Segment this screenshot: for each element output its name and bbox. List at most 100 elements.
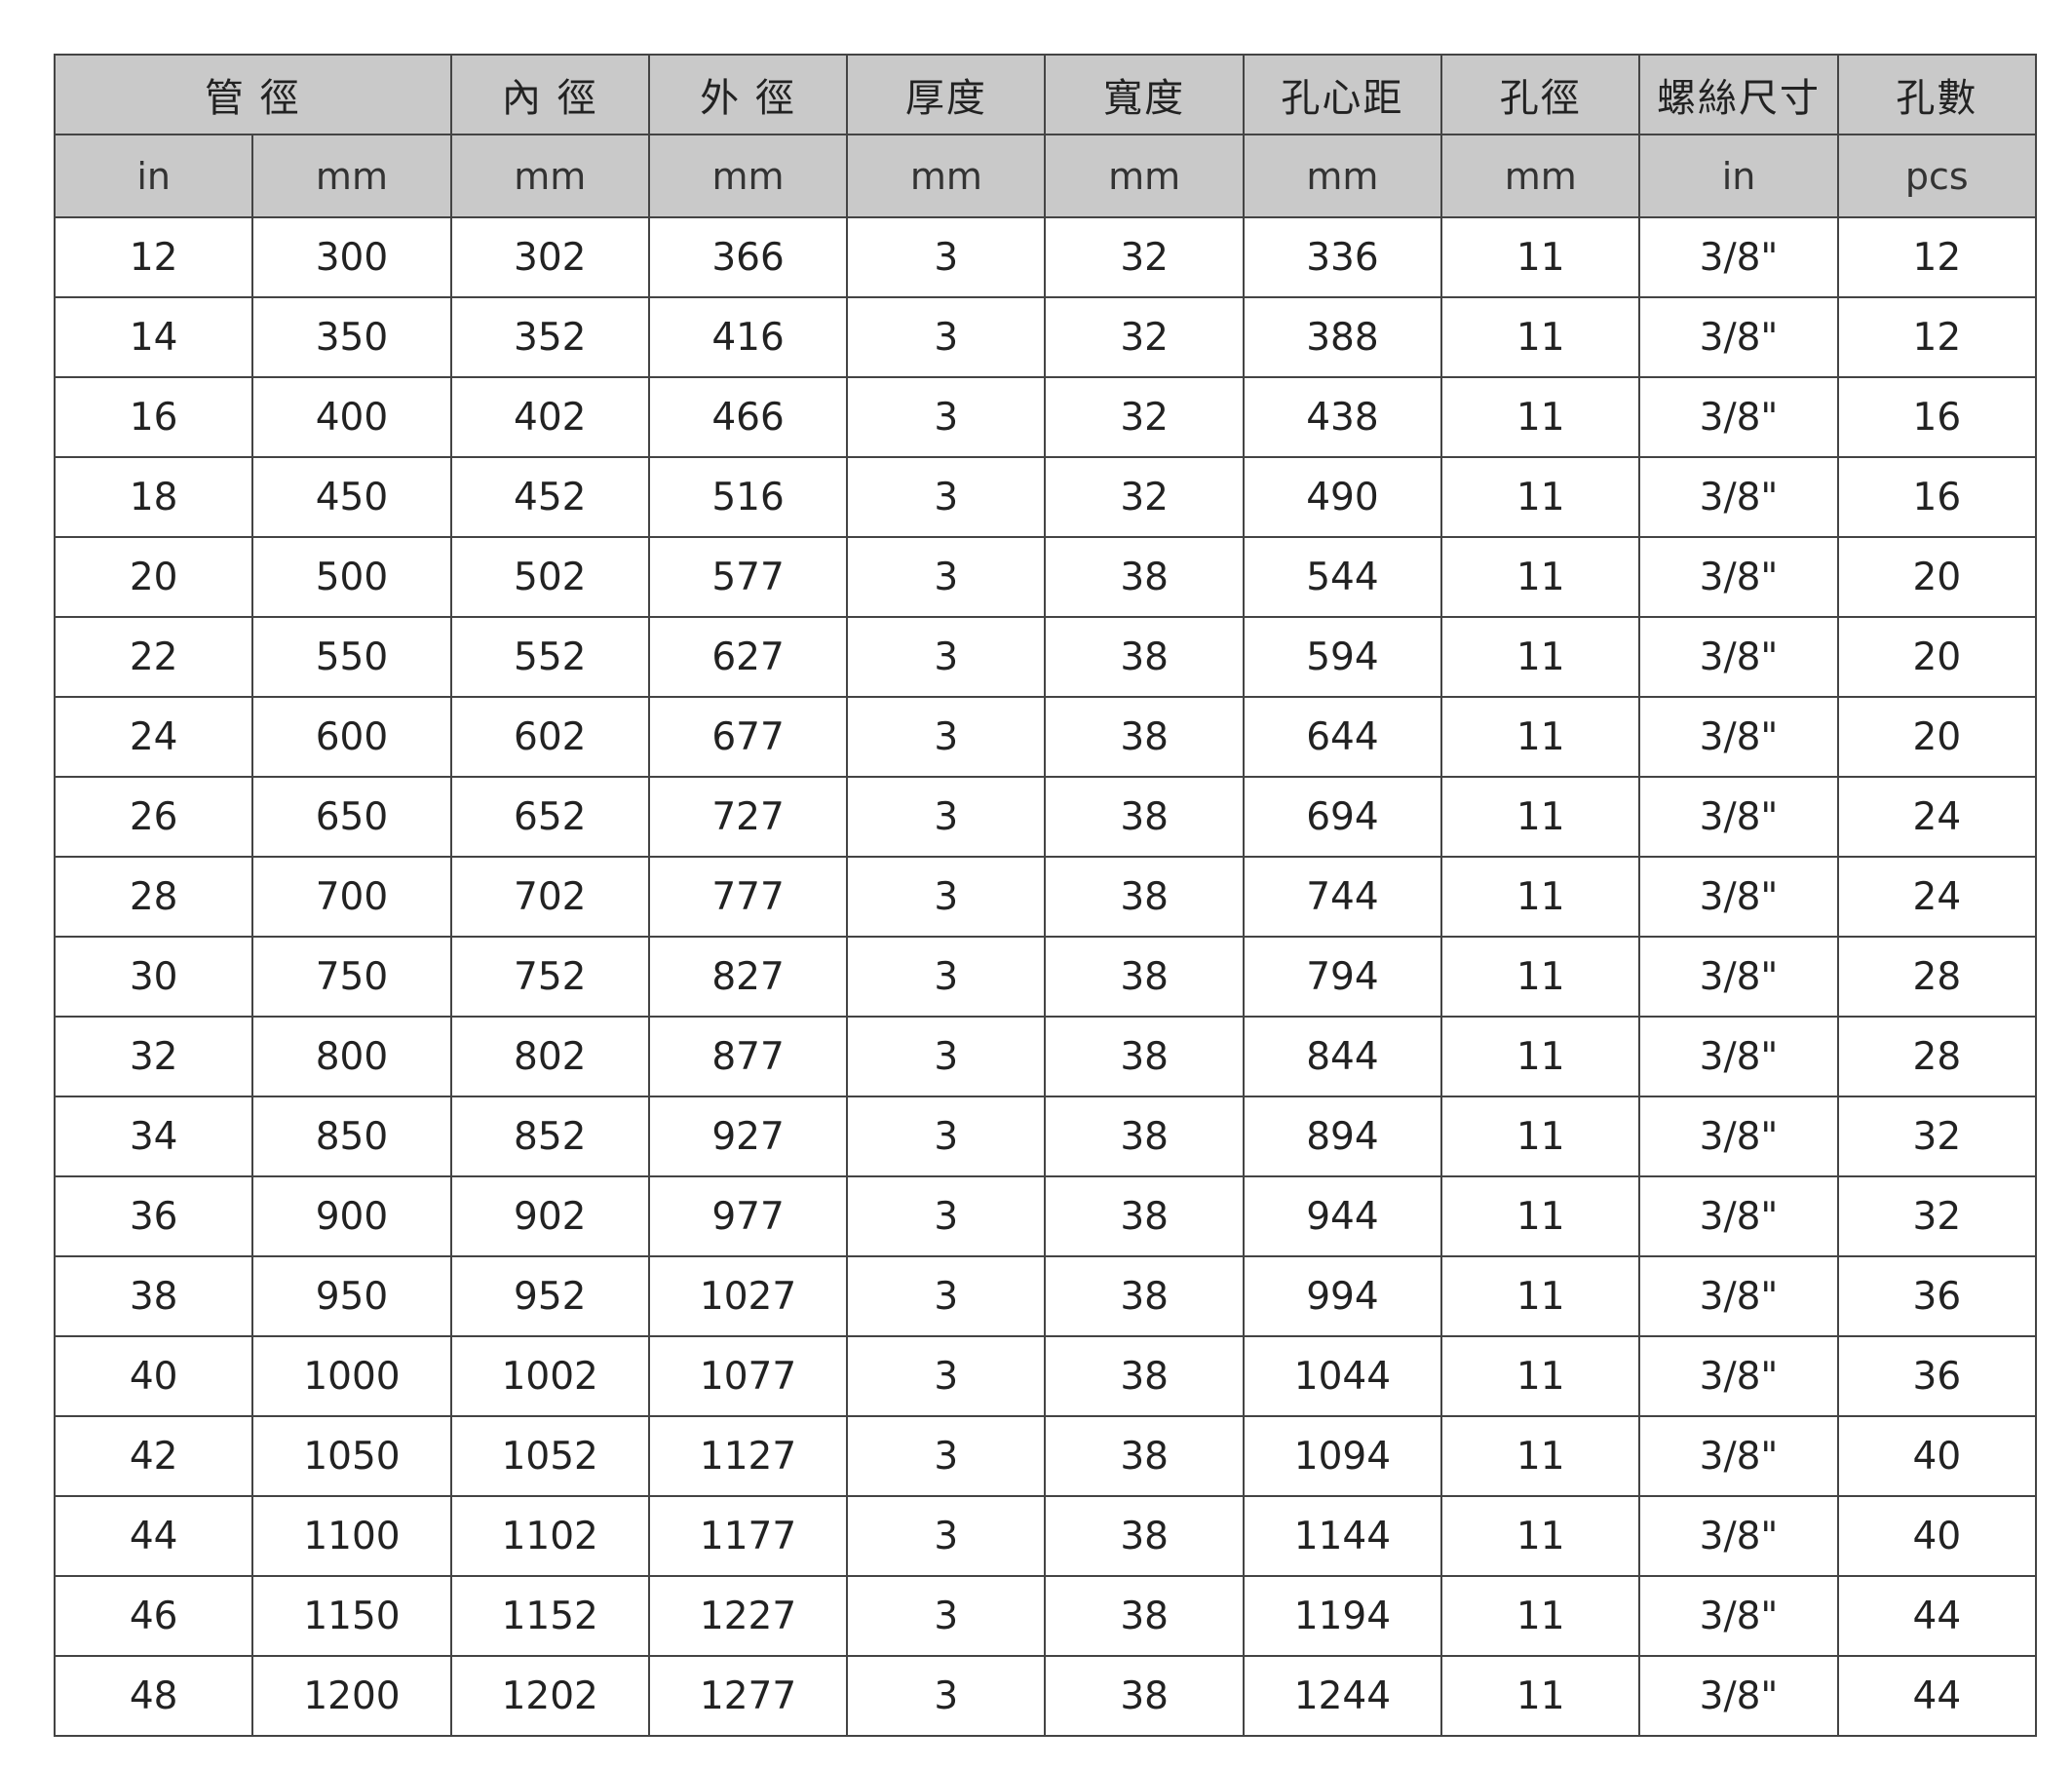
table-cell: 750: [251, 936, 452, 1018]
table-cell: 644: [1242, 696, 1443, 778]
table-cell: 12: [53, 216, 254, 298]
table-cell: 3/8": [1638, 376, 1839, 458]
table-cell: 3: [846, 1096, 1047, 1177]
table-cell: 38: [1044, 536, 1245, 618]
unit-cell: in: [53, 134, 254, 218]
header-hole-diameter: 孔徑: [1440, 54, 1641, 135]
table-cell: 3/8": [1638, 856, 1839, 938]
header-outer-diameter: 外 徑: [647, 54, 849, 135]
header-group-row: 管 徑 內 徑 外 徑 厚度 寬度 孔心距 孔徑 螺絲尺寸 孔數: [54, 54, 2038, 135]
table-cell: 36: [53, 1175, 254, 1257]
table-cell: 450: [251, 456, 452, 538]
table-cell: 42: [53, 1415, 254, 1497]
table-cell: 1144: [1242, 1495, 1443, 1577]
table-cell: 44: [53, 1495, 254, 1577]
table-cell: 34: [53, 1096, 254, 1177]
table-cell: 927: [647, 1096, 849, 1177]
table-body: 12 300 302 366 3 32 336 11 3/8" 12 14 350 352 416 3 32 3…: [53, 216, 2038, 1737]
table-cell: 11: [1440, 1096, 1641, 1177]
table-cell: 1152: [449, 1575, 650, 1657]
table-cell: 944: [1242, 1175, 1443, 1257]
table-cell: 577: [647, 536, 849, 618]
table-cell: 366: [647, 216, 849, 298]
table-cell: 36: [1836, 1335, 2038, 1417]
table-cell: 994: [1242, 1255, 1443, 1337]
unit-cell: mm: [1044, 134, 1245, 218]
table-row: 16 400 402 466 3 32 438 11 3/8" 16: [53, 376, 2038, 458]
table-cell: 11: [1440, 936, 1641, 1018]
table-cell: 11: [1440, 536, 1641, 618]
header-hole-count: 孔數: [1836, 54, 2038, 135]
table-cell: 36: [1836, 1255, 2038, 1337]
table-cell: 1094: [1242, 1415, 1443, 1497]
table-cell: 544: [1242, 536, 1443, 618]
table-cell: 40: [53, 1335, 254, 1417]
table-row: 48 1200 1202 1277 3 38 1244 11 3/8" 44: [53, 1655, 2038, 1737]
header-screw-size: 螺絲尺寸: [1638, 54, 1839, 135]
header-thickness: 厚度: [846, 54, 1047, 135]
table-cell: 3: [846, 536, 1047, 618]
table-row: 12 300 302 366 3 32 336 11 3/8" 12: [53, 216, 2038, 298]
table-cell: 3: [846, 1495, 1047, 1577]
unit-cell: pcs: [1836, 134, 2038, 218]
table-cell: 1227: [647, 1575, 849, 1657]
table-cell: 336: [1242, 216, 1443, 298]
table-cell: 1200: [251, 1655, 452, 1737]
table-row: 36 900 902 977 3 38 944 11 3/8" 32: [53, 1175, 2038, 1257]
table-cell: 594: [1242, 616, 1443, 698]
table-cell: 11: [1440, 696, 1641, 778]
table-cell: 3/8": [1638, 1175, 1839, 1257]
table-cell: 3/8": [1638, 1575, 1839, 1657]
header-width: 寬度: [1044, 54, 1245, 135]
table-cell: 20: [1836, 616, 2038, 698]
table-row: 20 500 502 577 3 38 544 11 3/8" 20: [53, 536, 2038, 618]
table-cell: 3/8": [1638, 1415, 1839, 1497]
table-cell: 12: [1836, 216, 2038, 298]
table-cell: 3: [846, 296, 1047, 378]
table-cell: 800: [251, 1016, 452, 1097]
table-cell: 11: [1440, 456, 1641, 538]
table-row: 28 700 702 777 3 38 744 11 3/8" 24: [53, 856, 2038, 938]
table-cell: 3/8": [1638, 696, 1839, 778]
table-cell: 727: [647, 776, 849, 858]
table-cell: 3/8": [1638, 616, 1839, 698]
table-cell: 794: [1242, 936, 1443, 1018]
table-cell: 1102: [449, 1495, 650, 1577]
table-cell: 844: [1242, 1016, 1443, 1097]
table-cell: 11: [1440, 856, 1641, 938]
table-cell: 3/8": [1638, 936, 1839, 1018]
table-cell: 44: [1836, 1575, 2038, 1657]
table-cell: 11: [1440, 296, 1641, 378]
header-inner-diameter: 內 徑: [449, 54, 650, 135]
table-cell: 11: [1440, 1175, 1641, 1257]
table-cell: 3: [846, 1575, 1047, 1657]
table-cell: 3/8": [1638, 296, 1839, 378]
table-row: 38 950 952 1027 3 38 994 11 3/8" 36: [53, 1255, 2038, 1337]
table-cell: 438: [1242, 376, 1443, 458]
table-cell: 11: [1440, 1495, 1641, 1577]
table-cell: 516: [647, 456, 849, 538]
table-cell: 11: [1440, 216, 1641, 298]
table-cell: 20: [1836, 536, 2038, 618]
flange-spec-table: 管 徑 內 徑 外 徑 厚度 寬度 孔心距 孔徑 螺絲尺寸 孔數 in mm mm m…: [53, 54, 2038, 1737]
table-cell: 1244: [1242, 1655, 1443, 1737]
table-row: 42 1050 1052 1127 3 38 1094 11 3/8" 40: [53, 1415, 2038, 1497]
table-cell: 24: [1836, 776, 2038, 858]
table-cell: 40: [1836, 1415, 2038, 1497]
table-cell: 3/8": [1638, 1335, 1839, 1417]
table-cell: 3: [846, 936, 1047, 1018]
table-cell: 827: [647, 936, 849, 1018]
table-cell: 952: [449, 1255, 650, 1337]
table-cell: 350: [251, 296, 452, 378]
table-cell: 777: [647, 856, 849, 938]
table-cell: 32: [1836, 1096, 2038, 1177]
table-row: 18 450 452 516 3 32 490 11 3/8" 16: [53, 456, 2038, 538]
table-cell: 12: [1836, 296, 2038, 378]
table-cell: 46: [53, 1575, 254, 1657]
table-row: 26 650 652 727 3 38 694 11 3/8" 24: [53, 776, 2038, 858]
table-row: 44 1100 1102 1177 3 38 1144 11 3/8" 40: [53, 1495, 2038, 1577]
table-cell: 11: [1440, 1255, 1641, 1337]
table-cell: 1202: [449, 1655, 650, 1737]
table-cell: 744: [1242, 856, 1443, 938]
table-cell: 400: [251, 376, 452, 458]
